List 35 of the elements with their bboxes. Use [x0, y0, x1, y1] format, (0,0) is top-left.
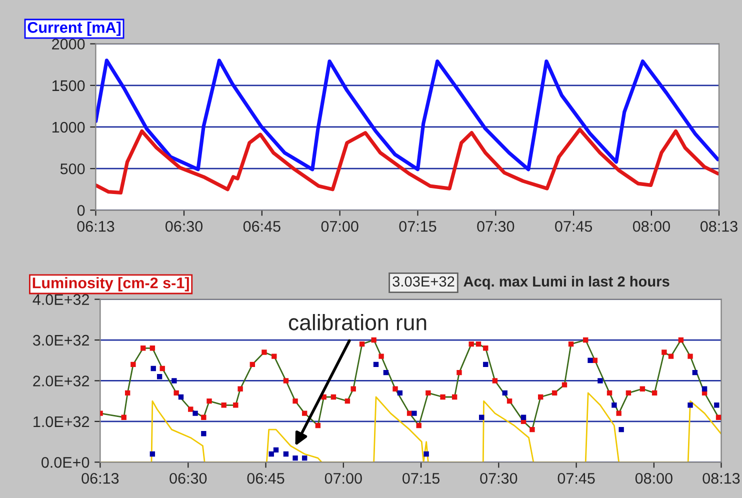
x-tick-label: 07:45	[555, 220, 592, 232]
line-series	[96, 128, 719, 194]
chart-title: Current [mA]	[28, 22, 121, 36]
x-tick-label: 08:13	[702, 472, 740, 484]
x-tick-label: 06:30	[170, 472, 207, 484]
text: Acq. max Lumi in last 2 hours	[464, 276, 670, 290]
chart-title: Luminosity [cm-2 s-1]	[32, 277, 189, 292]
x-tick-label: 07:15	[402, 472, 440, 484]
x-tick-label: 08:00	[632, 220, 670, 232]
y-tick-label: 1.0E+32	[34, 416, 89, 428]
y-tick-label: 2000	[52, 38, 85, 50]
y-tick-label: 1000	[52, 122, 85, 133]
y-tick-label: 4.0E+32	[32, 294, 89, 305]
y-tick-label: 3.0E+32	[32, 334, 89, 346]
x-tick-label: 07:45	[558, 472, 595, 484]
x-tick-label: 07:30	[477, 220, 514, 232]
y-tick-label: 500	[60, 163, 85, 174]
x-tick-label: 06:45	[247, 472, 284, 484]
x-tick-label: 07:00	[324, 472, 362, 484]
x-tick-label: 06:45	[243, 220, 280, 232]
y-tick-label: 0.0E+0	[42, 457, 90, 468]
x-tick-label: 06:13	[82, 472, 119, 484]
line-series	[96, 58, 719, 172]
x-tick-label: 08:13	[700, 220, 738, 232]
x-tick-label: 06:13	[77, 220, 114, 232]
x-tick-label: 08:00	[635, 472, 672, 484]
x-tick-label: 07:15	[399, 220, 436, 232]
annotation: calibration run	[288, 314, 426, 330]
y-tick-label: 1500	[52, 80, 85, 92]
x-tick-label: 07:30	[480, 472, 518, 484]
text: 3.03E+32	[392, 276, 454, 287]
x-tick-label: 06:30	[165, 220, 203, 232]
y-tick-label: 2.0E+32	[33, 376, 89, 386]
y-tick-label: 0	[77, 205, 85, 216]
x-tick-label: 07:00	[321, 220, 358, 232]
